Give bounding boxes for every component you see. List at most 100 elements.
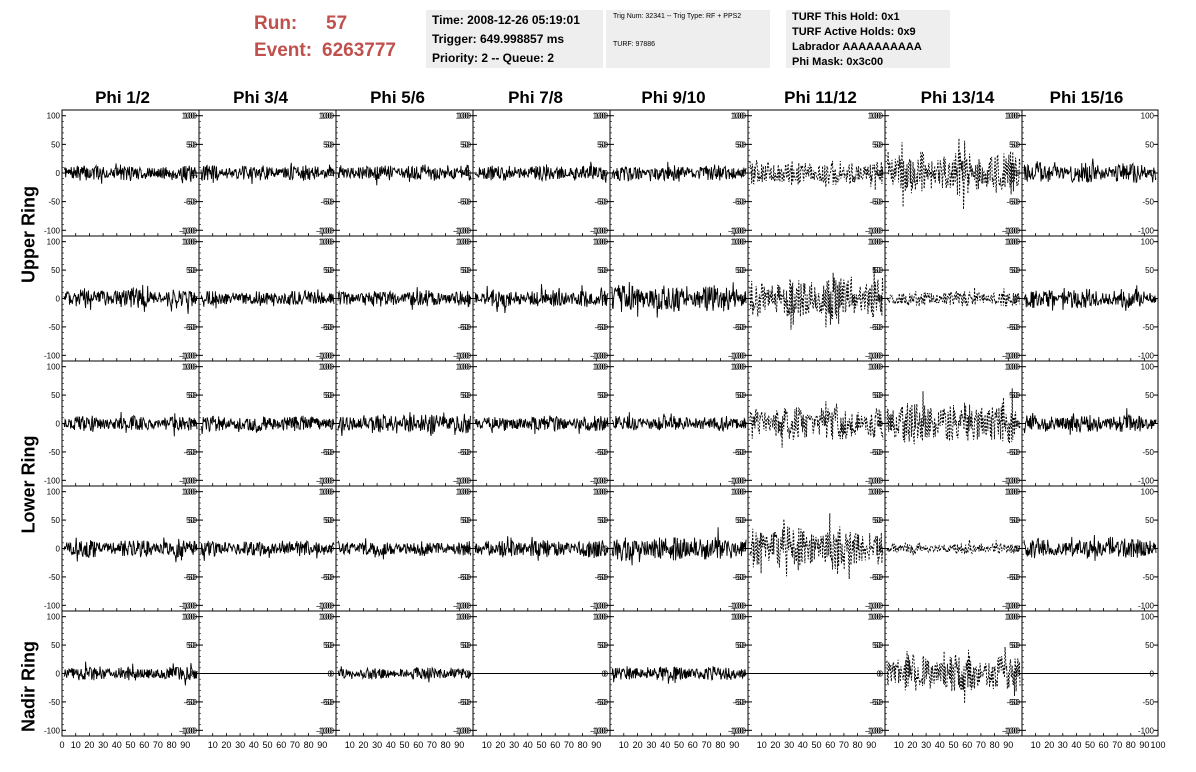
- waveform-r1c3: [474, 284, 609, 314]
- y-tick-label-right-r3c1: -50: [320, 573, 332, 582]
- y-tick-label-right-r1c6: -50: [1006, 323, 1018, 332]
- panel-frame-r2c0: [61, 360, 200, 487]
- y-tick-label-left-r4c3: 50: [462, 641, 471, 650]
- y-tick-label-right-r4c1: -50: [320, 698, 332, 707]
- y-tick-label-right-r4c1: 100: [319, 613, 333, 622]
- waveform-r0c1: [200, 162, 335, 185]
- y-tick-label-right-r2c5: 100: [868, 363, 882, 372]
- y-tick-label-right-r4c3: -50: [594, 698, 606, 707]
- y-tick-label-right-r4c6: 0: [1014, 670, 1019, 679]
- y-tick-label-left-r2c5: 50: [737, 391, 746, 400]
- y-tick-label-left-r3c7: 100: [1007, 488, 1021, 497]
- y-tick-label-left-r1c7: -100: [1004, 351, 1021, 360]
- x-tick-label-c1: 20: [221, 740, 231, 750]
- y-tick-label-left-r3c2: 0: [330, 545, 335, 554]
- y-tick-label-right-r1c6: -100: [1002, 351, 1019, 360]
- y-tick-label-left-r1c1: -100: [181, 351, 198, 360]
- y-tick-label-left-r3c2: -50: [322, 573, 334, 582]
- y-tick-label-left-r2c1: -100: [181, 476, 198, 485]
- y-tick-label-left-r2c0: 50: [51, 391, 60, 400]
- y-tick-label-left-r4c4: -100: [592, 726, 609, 735]
- y-tick-label-left-r2c3: -100: [455, 476, 472, 485]
- y-tick-label-right-r4c7: -100: [1138, 726, 1155, 735]
- y-tick-label-left-r1c0: 0: [56, 295, 61, 304]
- y-tick-label-right-r2c4: 50: [735, 391, 744, 400]
- y-tick-label-right-r0c6: -50: [1006, 198, 1018, 207]
- waveform-r1c2: [337, 287, 472, 310]
- y-tick-label-left-r4c0: -50: [48, 698, 60, 707]
- y-tick-label-left-r0c2: 50: [325, 140, 334, 149]
- x-tick-label-c3: 10: [482, 740, 492, 750]
- y-tick-label-right-r4c5: -50: [869, 698, 881, 707]
- y-tick-label-right-r0c5: 100: [868, 112, 882, 121]
- y-tick-label-left-r4c2: 50: [325, 641, 334, 650]
- y-tick-label-right-r3c6: 0: [1014, 545, 1019, 554]
- y-tick-label-left-r0c5: -50: [734, 198, 746, 207]
- trig-num-text: Trig Num: 32341 -- Trig Type: RF + PPS2: [613, 13, 742, 20]
- y-tick-label-right-r4c3: -100: [590, 726, 607, 735]
- y-tick-label-right-r0c5: -100: [865, 226, 882, 235]
- x-tick-label-c7: 90: [1139, 740, 1149, 750]
- y-tick-label-right-r4c6: 100: [1005, 613, 1019, 622]
- waveform-r1c1: [200, 289, 335, 309]
- y-tick-label-left-r0c0: 0: [56, 169, 61, 178]
- y-tick-label-right-r1c2: -50: [457, 323, 469, 332]
- y-tick-label-right-r3c7: -100: [1138, 601, 1155, 610]
- y-tick-label-right-r1c0: -100: [179, 351, 196, 360]
- x-tick-label-c5: 40: [798, 740, 808, 750]
- y-tick-label-left-r2c5: -100: [730, 476, 747, 485]
- x-tick-label-c1: 90: [317, 740, 327, 750]
- x-tick-label-c4: 10: [619, 740, 629, 750]
- y-tick-label-right-r4c0: -50: [183, 698, 195, 707]
- y-tick-label-left-r2c4: -50: [596, 448, 608, 457]
- column-header-phi-15-16: Phi 15/16: [1049, 88, 1124, 107]
- y-tick-label-right-r3c2: -100: [453, 601, 470, 610]
- y-tick-label-left-r3c6: 50: [874, 516, 883, 525]
- y-tick-label-right-r0c3: -50: [594, 198, 606, 207]
- y-tick-label-left-r0c3: 100: [458, 112, 472, 121]
- y-tick-label-right-r4c7: 100: [1141, 613, 1155, 622]
- y-tick-label-right-r0c3: 50: [597, 140, 606, 149]
- waveform-r2c3: [474, 415, 609, 435]
- y-tick-label-right-r3c4: 50: [735, 516, 744, 525]
- x-tick-label-c4: 50: [674, 740, 684, 750]
- y-tick-label-right-r0c6: 0: [1014, 169, 1019, 178]
- turf-this-hold-text: TURF This Hold: 0x1: [792, 11, 900, 23]
- x-tick-label-c7: 40: [1071, 740, 1081, 750]
- y-tick-label-left-r2c4: -100: [592, 476, 609, 485]
- y-tick-label-left-r3c1: -100: [181, 601, 198, 610]
- x-tick-label-c6: 10: [894, 740, 904, 750]
- x-tick-label-c4: 60: [688, 740, 698, 750]
- y-tick-label-right-r0c7: -100: [1138, 226, 1155, 235]
- y-tick-label-left-r0c0: -50: [48, 198, 60, 207]
- y-tick-label-left-r4c1: 0: [193, 670, 198, 679]
- y-tick-label-right-r4c6: -100: [1002, 726, 1019, 735]
- y-tick-label-left-r0c3: 50: [462, 140, 471, 149]
- y-tick-label-left-r1c3: 50: [462, 266, 471, 275]
- y-tick-label-right-r4c6: 50: [1009, 641, 1018, 650]
- y-tick-label-right-r4c4: 50: [735, 641, 744, 650]
- y-tick-label-right-r3c3: 50: [597, 516, 606, 525]
- y-tick-label-left-r3c5: -100: [730, 601, 747, 610]
- y-tick-label-left-r3c4: -50: [596, 573, 608, 582]
- y-tick-label-left-r3c5: 100: [733, 488, 747, 497]
- y-tick-label-left-r1c4: -50: [596, 323, 608, 332]
- y-tick-label-left-r1c2: -50: [322, 323, 334, 332]
- y-tick-label-left-r0c2: 0: [330, 169, 335, 178]
- y-tick-label-right-r0c5: -50: [869, 198, 881, 207]
- y-tick-label-left-r2c0: -100: [44, 476, 61, 485]
- y-tick-label-left-r4c2: -100: [318, 726, 335, 735]
- y-tick-label-right-r3c3: 100: [593, 488, 607, 497]
- y-tick-label-left-r2c2: 0: [330, 420, 335, 429]
- y-tick-label-right-r0c5: 0: [877, 169, 882, 178]
- waveform-r2c7: [1023, 408, 1157, 435]
- trigger-text: Trigger: 649.998857 ms: [432, 32, 565, 46]
- y-tick-label-right-r2c5: 50: [872, 391, 881, 400]
- x-tick-label-c2: 70: [427, 740, 437, 750]
- y-tick-label-left-r3c4: -100: [592, 601, 609, 610]
- waveform-r0c0: [63, 163, 198, 184]
- y-tick-label-left-r4c1: 100: [184, 613, 198, 622]
- y-tick-label-right-r1c0: -50: [183, 323, 195, 332]
- y-tick-label-right-r3c0: 100: [182, 488, 196, 497]
- y-tick-label-right-r0c1: 0: [328, 169, 333, 178]
